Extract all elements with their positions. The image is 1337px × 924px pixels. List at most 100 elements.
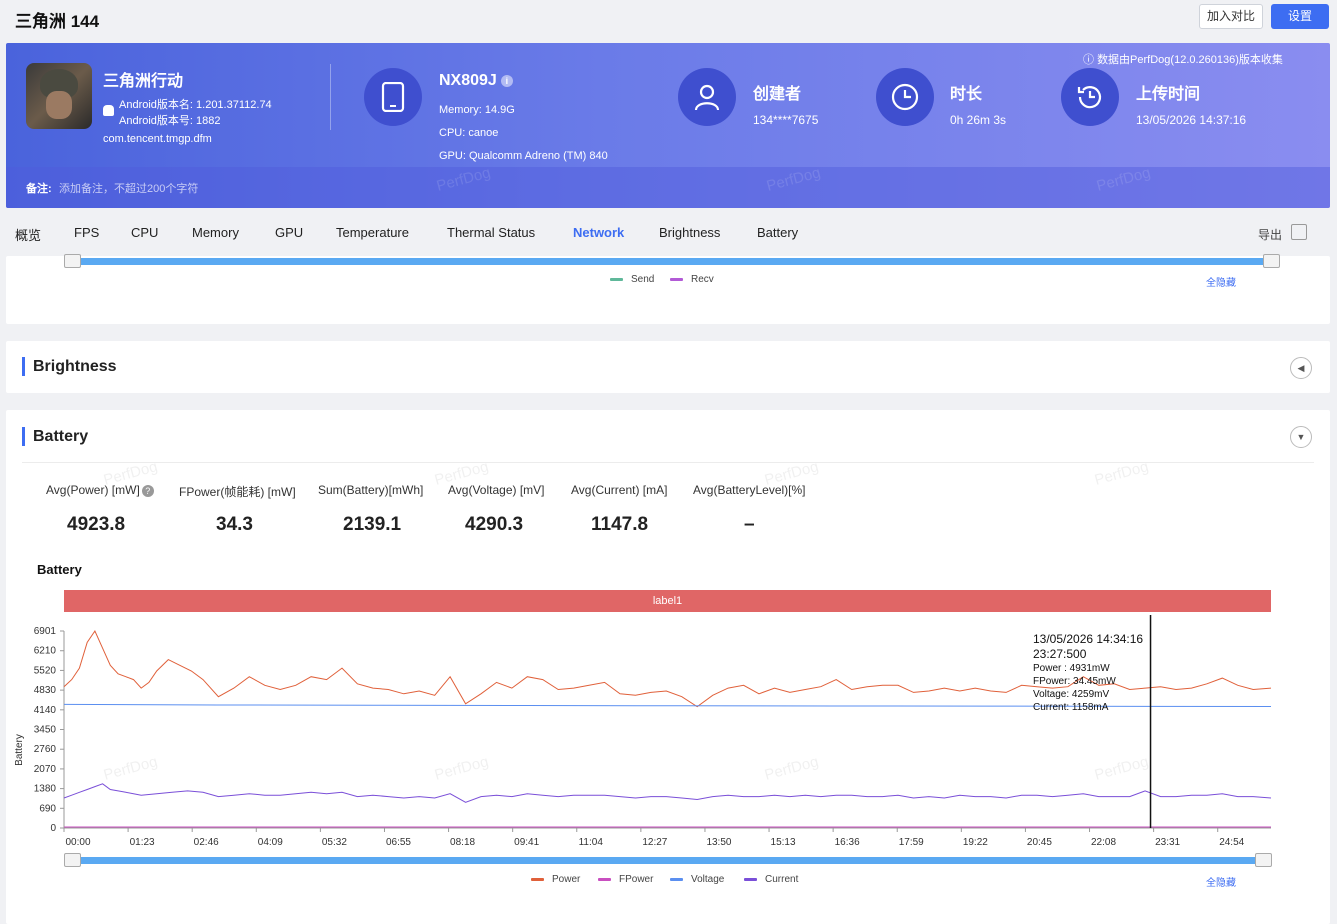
tooltip-time: 23:27:500 (1033, 647, 1087, 661)
game-name: 三角洲行动 (103, 73, 184, 90)
tab-cpu[interactable]: CPU (131, 225, 159, 240)
section-accent (22, 357, 25, 376)
export-icon[interactable] (1291, 224, 1307, 240)
x-tick-label: 24:54 (1219, 837, 1244, 848)
package-name: com.tencent.tmgp.dfm (103, 133, 212, 145)
tab-fps[interactable]: FPS (74, 225, 100, 240)
x-tick-label: 22:08 (1091, 837, 1116, 848)
tab-temperature[interactable]: Temperature (336, 225, 409, 240)
notes-input[interactable]: 添加备注，不超过200个字符 (59, 183, 199, 195)
series-line-power (63, 629, 1272, 708)
stat-avg-current-label: Avg(Current) [mA] (571, 483, 668, 497)
add-to-compare-button[interactable]: 加入对比 (1199, 4, 1263, 29)
network-range-handle-right[interactable] (1263, 254, 1280, 268)
x-tick-label: 00:00 (65, 837, 90, 848)
brightness-card: Brightness ◀ (6, 341, 1330, 393)
help-icon[interactable]: ? (141, 484, 154, 497)
tooltip-power: Power : 4931mW (1033, 663, 1110, 674)
legend-recv[interactable]: Recv (670, 274, 714, 285)
battery-range-track[interactable] (68, 857, 1271, 864)
stat-sum-battery-value: 2139.1 (343, 514, 402, 535)
creator-title: 创建者 (753, 86, 802, 103)
y-tick-label: 0 (50, 823, 56, 834)
history-icon (1061, 68, 1119, 126)
battery-range-handle-right[interactable] (1255, 853, 1272, 867)
legend-voltage[interactable]: Voltage (670, 874, 724, 885)
x-tick-label: 20:45 (1027, 837, 1052, 848)
x-tick-label: 09:41 (514, 837, 539, 848)
device-gpu: GPU: Qualcomm Adreno (TM) 840 (439, 150, 608, 162)
section-accent (22, 427, 25, 446)
divider (22, 462, 1314, 463)
battery-card: Battery ▼ PerfDog PerfDog PerfDog PerfDo… (6, 410, 1330, 924)
duration-value: 0h 26m 3s (950, 113, 1007, 127)
network-card: Send Recv 全隐藏 (6, 254, 1330, 324)
upload-value: 13/05/2026 14:37:16 (1136, 113, 1247, 127)
x-tick-label: 01:23 (130, 837, 155, 848)
battery-hide-all-button[interactable]: 全隐藏 (1206, 878, 1236, 889)
legend-power[interactable]: Power (531, 874, 580, 885)
tab-bar: 概览 FPS CPU Memory GPU Temperature Therma… (0, 208, 1337, 256)
y-tick-label: 6210 (34, 646, 57, 657)
stat-avg-voltage-value: 4290.3 (465, 514, 524, 535)
y-tick-label: 2760 (34, 744, 57, 755)
tab-network[interactable]: Network (573, 225, 625, 240)
session-info-card: PerfDog PerfDog PerfDog 三角洲行动 Android版本名… (6, 43, 1330, 208)
x-tick-label: 05:32 (322, 837, 347, 848)
x-tick-label: 11:04 (579, 837, 604, 848)
y-tick-label: 4140 (34, 705, 57, 716)
phone-icon (364, 68, 422, 126)
divider (330, 64, 331, 130)
top-bar: 三角洲 144 加入对比 设置 (0, 0, 1337, 40)
x-tick-label: 15:13 (771, 837, 796, 848)
stat-avg-voltage-label: Avg(Voltage) [mV] (448, 483, 545, 497)
y-axis-label: Battery (14, 734, 25, 766)
brightness-title: Brightness (33, 358, 117, 375)
battery-chart[interactable]: Battery 0 690 1380 2070 2760 3450 4140 4830 5520… (6, 615, 1316, 870)
network-range-handle-left[interactable] (64, 254, 81, 268)
device-name: NX809J i (439, 72, 513, 90)
stat-avg-power-value: 4923.8 (67, 514, 126, 535)
label-band[interactable]: label1 (64, 590, 1271, 612)
network-hide-all-button[interactable]: 全隐藏 (1206, 278, 1236, 289)
brightness-expand-button[interactable]: ◀ (1290, 357, 1312, 379)
tab-battery[interactable]: Battery (757, 225, 799, 240)
network-range-track[interactable] (68, 258, 1271, 265)
clock-icon (876, 68, 934, 126)
battery-range-handle-left[interactable] (64, 853, 81, 867)
info-icon[interactable]: i (500, 74, 513, 87)
tab-thermal-status[interactable]: Thermal Status (447, 225, 536, 240)
legend-current[interactable]: Current (744, 874, 798, 885)
x-tick-label: 19:22 (963, 837, 988, 848)
tab-overview[interactable]: 概览 (15, 228, 42, 243)
x-tick-label: 23:31 (1155, 837, 1180, 848)
stat-fpower-label: FPower(帧能耗) [mW] (179, 485, 296, 499)
series-line-current (63, 783, 1272, 803)
tab-brightness[interactable]: Brightness (659, 225, 721, 240)
collect-note: ⓘ 数据由PerfDog(12.0.260136)版本收集 (1083, 54, 1283, 66)
y-tick-label: 6901 (34, 626, 57, 637)
stat-avg-battery-level-value: – (744, 514, 755, 535)
series-line-voltage (63, 703, 1272, 707)
settings-button[interactable]: 设置 (1271, 4, 1329, 29)
tab-memory[interactable]: Memory (192, 225, 239, 240)
stat-avg-battery-level-label: Avg(BatteryLevel)[%] (693, 483, 806, 497)
x-tick-label: 02:46 (194, 837, 219, 848)
y-tick-label: 1380 (34, 784, 57, 795)
device-memory: Memory: 14.9G (439, 104, 515, 116)
tab-gpu[interactable]: GPU (275, 225, 304, 240)
y-tick-label: 2070 (34, 764, 57, 775)
notes-label: 备注: (26, 183, 52, 195)
y-tick-label: 3450 (34, 725, 57, 736)
stat-fpower-value: 34.3 (216, 514, 253, 535)
battery-title: Battery (33, 428, 89, 445)
chart-title: Battery (37, 562, 82, 577)
export-button[interactable]: 导出 (1258, 228, 1283, 242)
x-tick-label: 08:18 (450, 837, 475, 848)
legend-fpower[interactable]: FPower (598, 874, 653, 885)
x-tick-label: 13:50 (706, 837, 731, 848)
battery-collapse-button[interactable]: ▼ (1290, 426, 1312, 448)
x-tick-label: 04:09 (258, 837, 283, 848)
stat-avg-power-label: Avg(Power) [mW]? (46, 483, 154, 497)
legend-send[interactable]: Send (610, 274, 654, 285)
